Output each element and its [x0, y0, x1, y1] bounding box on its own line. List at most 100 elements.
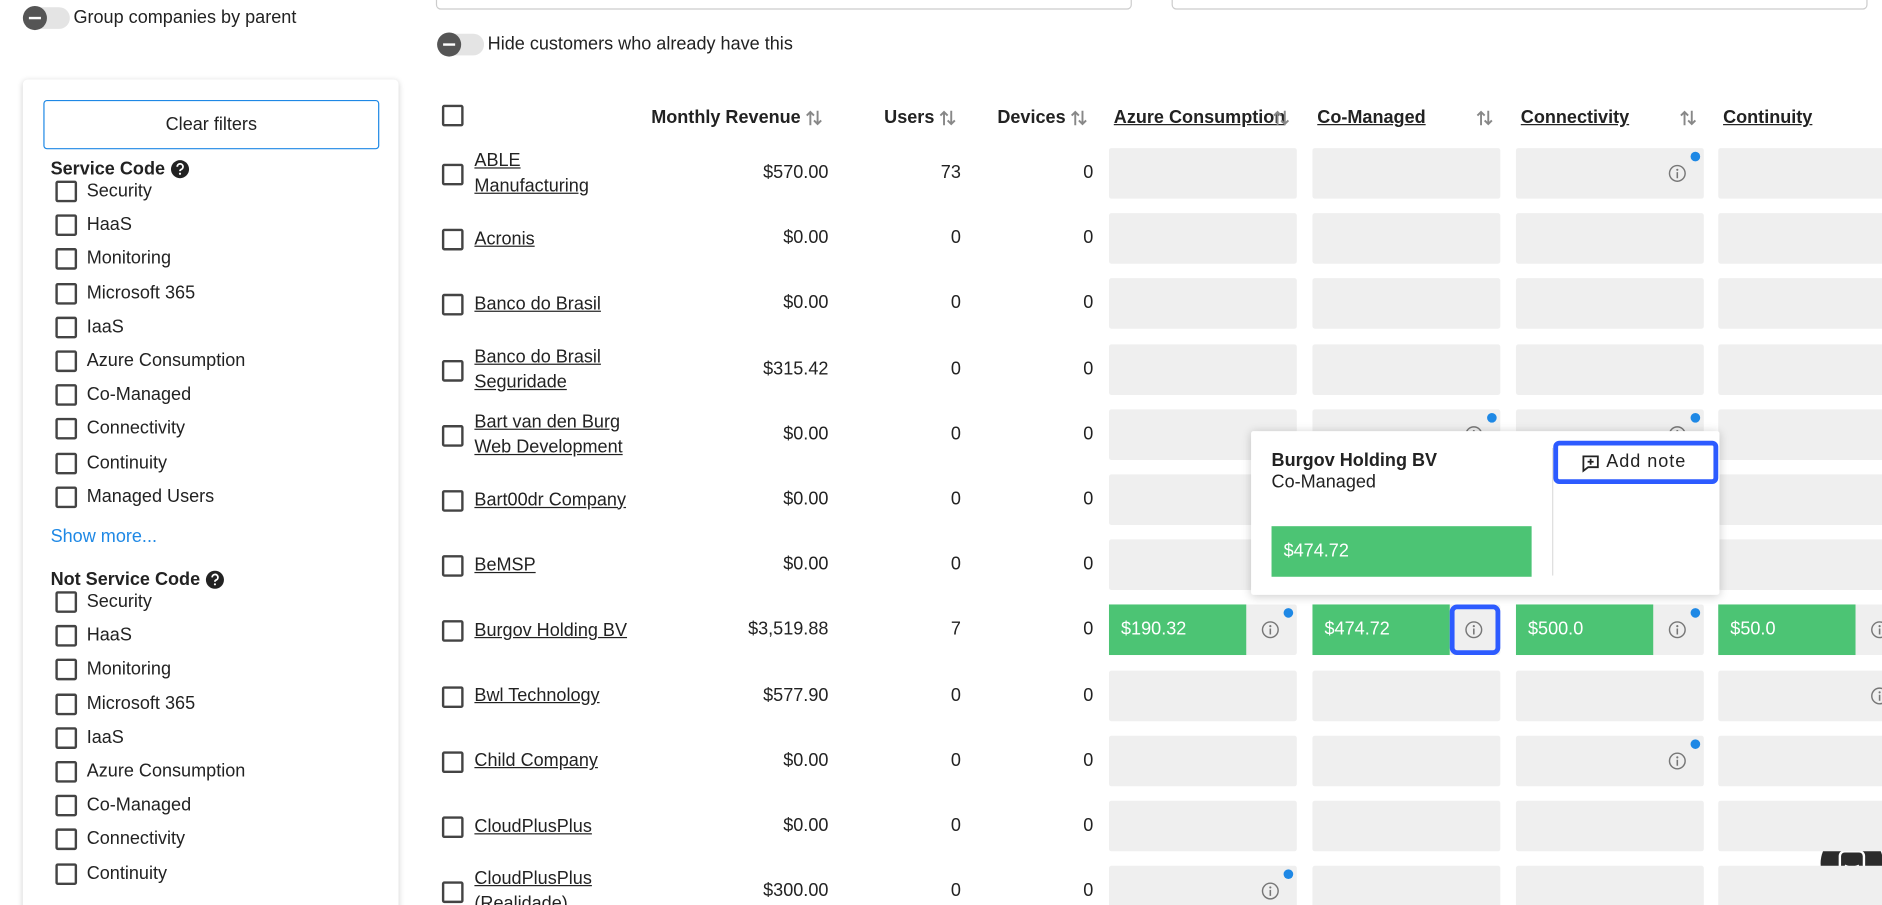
- service-cell[interactable]: [1718, 474, 1882, 525]
- company-name[interactable]: ABLE Manufacturing: [474, 150, 589, 197]
- service-cell[interactable]: [1108, 213, 1297, 264]
- checkbox[interactable]: [55, 486, 78, 508]
- checkbox[interactable]: [55, 282, 78, 305]
- checkbox[interactable]: [55, 591, 78, 613]
- info-icon[interactable]: [1870, 621, 1882, 640]
- service-cell[interactable]: [1515, 343, 1704, 395]
- column-header[interactable]: Co-Managed: [1317, 107, 1426, 128]
- company-name[interactable]: Banco do Brasil: [474, 293, 601, 315]
- checkbox[interactable]: [55, 828, 78, 851]
- column-header[interactable]: Devices: [997, 107, 1066, 128]
- checkbox[interactable]: [441, 104, 464, 127]
- info-icon[interactable]: [1464, 621, 1483, 640]
- checkbox[interactable]: [441, 881, 464, 904]
- checkbox[interactable]: [55, 418, 78, 440]
- column-header[interactable]: Connectivity: [1520, 107, 1630, 128]
- service-cell[interactable]: [1108, 148, 1297, 199]
- service-cell[interactable]: [1108, 343, 1297, 395]
- service-cell[interactable]: [1718, 539, 1882, 591]
- checkbox[interactable]: [55, 384, 78, 407]
- add-note-button[interactable]: Add note: [1553, 440, 1719, 485]
- service-cell[interactable]: [1718, 670, 1882, 721]
- checkbox[interactable]: [441, 685, 464, 708]
- service-cell[interactable]: [1108, 800, 1297, 852]
- checkbox[interactable]: [55, 760, 78, 783]
- column-header[interactable]: Monthly Revenue: [651, 107, 801, 128]
- company-name[interactable]: Bart00dr Company: [474, 489, 627, 510]
- checkbox[interactable]: [441, 163, 464, 186]
- checkbox[interactable]: [441, 294, 464, 316]
- checkbox[interactable]: [55, 659, 78, 681]
- checkbox[interactable]: [441, 816, 464, 839]
- service-cell[interactable]: [1312, 213, 1501, 264]
- column-header[interactable]: Continuity: [1723, 107, 1813, 128]
- service-cell[interactable]: [1108, 278, 1297, 330]
- service-cell[interactable]: [1312, 670, 1501, 721]
- checkbox[interactable]: [55, 862, 78, 885]
- service-cell[interactable]: [1108, 735, 1297, 787]
- service-cell[interactable]: [1515, 865, 1704, 905]
- service-cell[interactable]: [1515, 670, 1704, 721]
- clear-filters-button[interactable]: Clear filters: [43, 99, 380, 150]
- checkbox[interactable]: [441, 424, 464, 447]
- column-header[interactable]: Azure Consumption: [1113, 107, 1286, 128]
- info-icon[interactable]: [1261, 621, 1280, 640]
- service-cell[interactable]: [1718, 865, 1882, 905]
- checkbox[interactable]: [55, 350, 78, 373]
- service-cell[interactable]: [1312, 343, 1501, 395]
- service-cell[interactable]: [1718, 409, 1882, 460]
- checkbox[interactable]: [55, 693, 78, 715]
- service-cell[interactable]: $500.0: [1515, 604, 1704, 656]
- service-cell[interactable]: [1108, 865, 1297, 905]
- service-cell[interactable]: [1718, 735, 1882, 787]
- toggle[interactable]: [437, 32, 485, 57]
- search-input[interactable]: [1171, 0, 1868, 10]
- info-icon[interactable]: [1261, 882, 1280, 901]
- checkbox[interactable]: [55, 727, 78, 749]
- checkbox[interactable]: [55, 214, 78, 237]
- company-name[interactable]: CloudPlusPlus (Realidade): [474, 868, 592, 905]
- checkbox[interactable]: [55, 625, 78, 647]
- info-icon[interactable]: [1668, 751, 1687, 770]
- info-icon[interactable]: [1870, 686, 1882, 705]
- service-cell[interactable]: [1108, 670, 1297, 721]
- service-cell[interactable]: [1312, 735, 1501, 787]
- checkbox[interactable]: [441, 359, 464, 382]
- company-name[interactable]: Burgov Holding BV: [474, 619, 628, 641]
- service-cell[interactable]: [1515, 278, 1704, 330]
- service-cell[interactable]: [1718, 800, 1882, 852]
- service-cell[interactable]: [1515, 213, 1704, 264]
- company-name[interactable]: Acronis: [474, 228, 535, 249]
- service-cell[interactable]: [1515, 148, 1704, 199]
- checkbox[interactable]: [55, 180, 78, 203]
- company-name[interactable]: Banco do Brasil Seguridade: [474, 346, 601, 393]
- service-cell[interactable]: [1718, 278, 1882, 330]
- show-more-link[interactable]: Show more...: [50, 526, 157, 547]
- service-cell[interactable]: $474.72: [1312, 604, 1501, 656]
- search-input[interactable]: [435, 0, 1132, 10]
- company-name[interactable]: BeMSP: [474, 554, 536, 576]
- service-cell[interactable]: [1312, 865, 1501, 905]
- company-name[interactable]: CloudPlusPlus: [474, 815, 592, 837]
- checkbox[interactable]: [55, 452, 78, 474]
- company-name[interactable]: Bart van den Burg Web Development: [474, 411, 623, 458]
- checkbox[interactable]: [441, 490, 464, 512]
- company-name[interactable]: Child Company: [474, 750, 598, 771]
- checkbox[interactable]: [55, 316, 78, 339]
- service-cell[interactable]: [1312, 278, 1501, 330]
- checkbox[interactable]: [55, 248, 78, 271]
- column-header[interactable]: Users: [884, 107, 935, 128]
- checkbox[interactable]: [441, 229, 464, 251]
- toggle[interactable]: [22, 6, 70, 31]
- checkbox[interactable]: [441, 620, 464, 643]
- service-cell[interactable]: [1718, 148, 1882, 199]
- info-icon[interactable]: [1668, 164, 1687, 183]
- info-icon[interactable]: [1668, 621, 1687, 640]
- service-cell[interactable]: [1312, 148, 1501, 199]
- checkbox[interactable]: [441, 751, 464, 773]
- service-cell[interactable]: [1718, 343, 1882, 395]
- company-name[interactable]: Bwl Technology: [474, 685, 600, 706]
- service-cell[interactable]: [1515, 735, 1704, 787]
- service-cell[interactable]: [1515, 800, 1704, 852]
- checkbox[interactable]: [55, 794, 78, 817]
